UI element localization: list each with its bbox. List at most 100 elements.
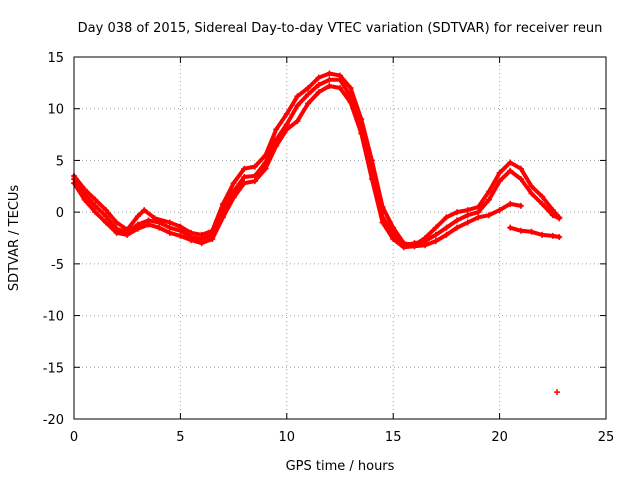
data-point <box>141 207 148 214</box>
data-point <box>337 85 343 92</box>
data-point <box>347 85 354 92</box>
data-point <box>81 196 88 203</box>
plot-frame <box>73 56 607 420</box>
data-point <box>507 200 514 207</box>
data-point <box>432 224 439 231</box>
data-point <box>230 180 237 187</box>
data-point <box>230 194 237 201</box>
data-point <box>517 176 524 183</box>
data-point <box>283 121 290 128</box>
data-point <box>464 212 471 219</box>
data-point <box>305 85 312 92</box>
data-point <box>124 231 131 238</box>
data-point <box>113 229 120 236</box>
y-tick-label: -10 <box>43 310 64 325</box>
y-tick-label: 15 <box>47 51 64 66</box>
x-tick-label: 20 <box>491 430 508 445</box>
data-point <box>432 231 439 238</box>
data-point <box>251 178 258 185</box>
data-point <box>528 183 535 190</box>
data-point <box>554 389 561 396</box>
y-tick-label: -20 <box>43 413 64 428</box>
data-point <box>485 188 492 195</box>
data-layer <box>71 70 563 396</box>
data-point <box>166 229 173 236</box>
data-point <box>422 242 429 249</box>
data-point <box>294 93 301 100</box>
data-point <box>443 224 450 231</box>
data-point <box>549 207 556 214</box>
data-point <box>113 219 120 226</box>
data-point <box>241 165 248 172</box>
data-point <box>262 165 269 172</box>
data-point <box>400 244 407 251</box>
data-point <box>326 76 333 83</box>
data-point <box>411 243 418 250</box>
data-point <box>485 196 492 203</box>
data-point <box>496 178 503 185</box>
data-point <box>454 224 461 231</box>
data-point <box>92 196 99 203</box>
y-tick-label: -15 <box>43 361 64 376</box>
data-point <box>177 227 184 234</box>
chart-title: Day 038 of 2015, Sidereal Day-to-day VTE… <box>78 21 603 36</box>
data-point <box>390 236 397 243</box>
data-point <box>177 232 184 239</box>
data-point <box>156 224 163 231</box>
data-point <box>556 233 563 240</box>
x-axis-label: GPS time / hours <box>286 459 395 474</box>
data-point <box>315 89 322 96</box>
data-point <box>326 82 333 89</box>
data-point <box>241 180 248 187</box>
y-tick-label: 0 <box>56 206 64 221</box>
data-point <box>464 207 471 214</box>
data-point <box>219 200 226 207</box>
data-point <box>166 224 173 231</box>
data-point <box>432 238 439 245</box>
data-point <box>507 159 514 166</box>
data-point <box>241 173 248 180</box>
y-tick-label: 10 <box>47 103 64 118</box>
data-point <box>464 219 471 226</box>
data-point <box>475 209 482 216</box>
data-point <box>326 70 333 77</box>
data-point <box>102 207 109 214</box>
data-point <box>273 126 280 133</box>
data-point <box>507 167 514 174</box>
data-point <box>454 217 461 224</box>
data-point <box>273 142 280 149</box>
x-tick-label: 10 <box>279 430 296 445</box>
data-point <box>305 91 312 98</box>
data-point <box>528 228 535 235</box>
data-point <box>92 202 99 209</box>
data-point <box>517 165 524 172</box>
data-point <box>145 221 152 228</box>
x-tick-label: 15 <box>385 430 402 445</box>
data-point <box>485 212 492 219</box>
data-point <box>219 214 226 221</box>
data-point <box>549 232 556 239</box>
data-point <box>496 169 503 176</box>
data-point <box>337 76 343 83</box>
data-point <box>305 100 312 107</box>
data-point <box>102 213 109 220</box>
y-axis-label: SDTVAR / TECUs <box>7 185 22 292</box>
data-point <box>507 224 514 231</box>
data-point <box>443 231 450 238</box>
data-point <box>166 219 173 226</box>
data-point <box>475 214 482 221</box>
data-point <box>556 215 563 222</box>
data-point <box>283 126 290 133</box>
data-point <box>347 99 354 106</box>
data-point <box>315 81 322 88</box>
y-tick-label: -5 <box>51 258 64 273</box>
data-point <box>198 240 205 247</box>
data-point <box>443 214 450 221</box>
data-point <box>209 236 216 243</box>
x-tick-label: 0 <box>70 430 78 445</box>
data-point <box>368 176 375 183</box>
tick-layer: 0 5 10 15 20 25 -20 -15 -10 -5 0 5 10 15 <box>43 51 615 445</box>
data-point <box>315 74 322 81</box>
